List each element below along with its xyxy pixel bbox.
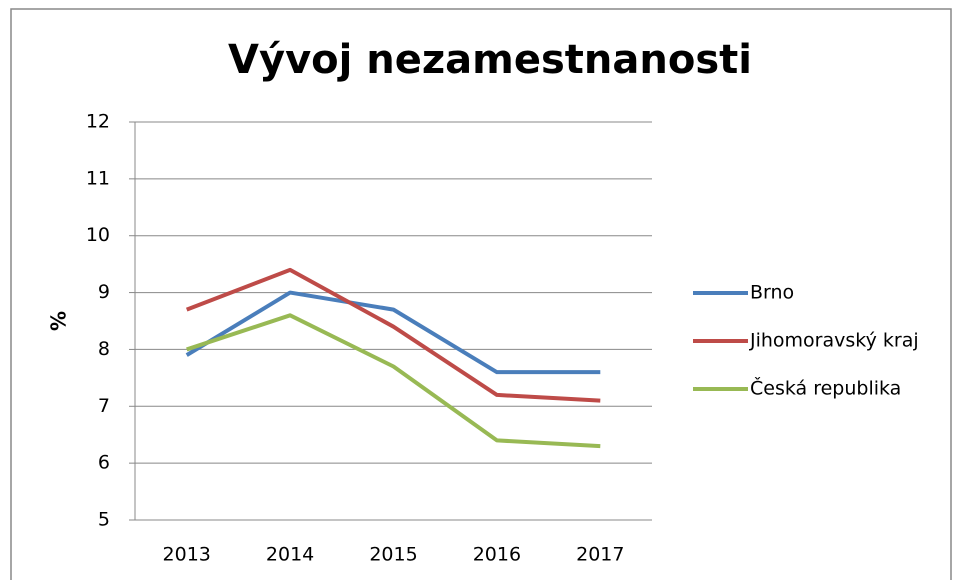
chart-title: Vývoj nezamestnanosti	[228, 37, 752, 83]
y-tick-label: 6	[98, 452, 110, 474]
legend-label: Brno	[750, 282, 794, 304]
x-tick-label: 2016	[473, 544, 521, 566]
y-tick-label: 8	[98, 338, 110, 360]
x-tick-label: 2014	[266, 544, 314, 566]
legend-label: Jihomoravský kraj	[749, 330, 919, 352]
y-axis-label: %	[47, 311, 71, 331]
y-tick-label: 11	[86, 167, 110, 189]
x-tick-label: 2013	[163, 544, 211, 566]
series-line	[186, 313, 601, 449]
legend-label: Česká republika	[750, 376, 901, 400]
chart-border	[10, 8, 952, 580]
y-tick-label: 12	[86, 111, 110, 133]
y-tick-label: 10	[86, 224, 110, 246]
y-tick-label: 9	[98, 281, 110, 303]
y-tick-label: 7	[98, 395, 110, 417]
x-tick-label: 2017	[576, 544, 624, 566]
y-tick-label: 5	[98, 509, 110, 531]
x-tick-label: 2015	[369, 544, 417, 566]
series-line	[185, 290, 601, 375]
series-line	[185, 267, 601, 403]
